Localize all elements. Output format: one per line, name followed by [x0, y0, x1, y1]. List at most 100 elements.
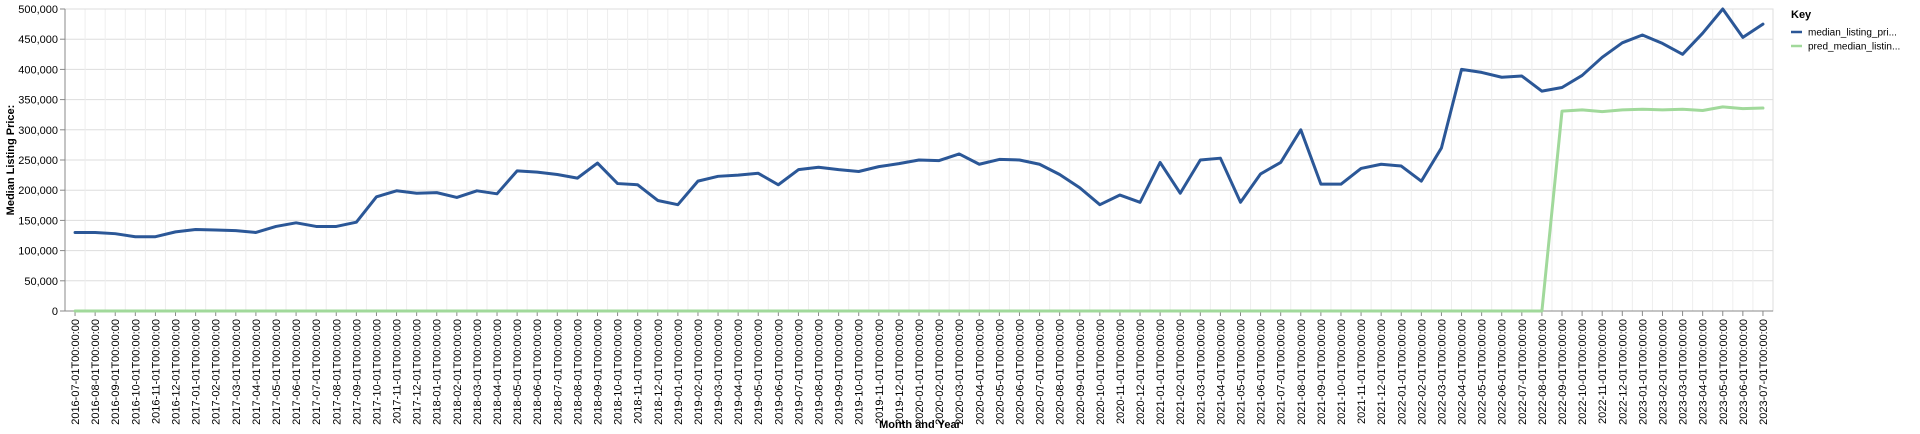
- x-tick-label: 2019-05-01T00:00:00: [753, 319, 765, 425]
- series-line-1: [73, 7, 1765, 239]
- y-tick-label: 50,000: [24, 276, 58, 288]
- x-tick-label: 2021-05-01T00:00:00: [1236, 319, 1248, 425]
- x-tick-label: 2019-04-01T00:00:00: [733, 319, 745, 425]
- x-tick-label: 2020-02-01T00:00:00: [934, 319, 946, 425]
- x-tick-label: 2022-03-01T00:00:00: [1436, 319, 1448, 425]
- x-tick-label: 2018-07-01T00:00:00: [552, 319, 564, 425]
- x-tick-label: 2020-08-01T00:00:00: [1055, 319, 1067, 425]
- x-tick-label: 2017-07-01T00:00:00: [311, 319, 323, 425]
- x-tick-label: 2023-01-01T00:00:00: [1637, 319, 1649, 425]
- x-tick-label: 2022-11-01T00:00:00: [1597, 319, 1609, 424]
- x-tick-label: 2016-09-01T00:00:00: [110, 319, 122, 425]
- x-tick-label: 2020-12-01T00:00:00: [1135, 319, 1147, 425]
- y-tick-label: 350,000: [18, 95, 58, 107]
- y-tick-label: 450,000: [18, 34, 58, 46]
- x-tick-label: 2020-09-01T00:00:00: [1075, 319, 1087, 425]
- x-tick-label: 2021-11-01T00:00:00: [1356, 319, 1368, 424]
- x-tick-label: 2019-10-01T00:00:00: [854, 319, 866, 425]
- x-tick-label: 2019-01-01T00:00:00: [673, 319, 685, 425]
- x-tick-label: 2022-04-01T00:00:00: [1457, 319, 1469, 425]
- x-tick-label: 2020-01-01T00:00:00: [914, 319, 926, 425]
- legend-label: pred_median_listin...: [1808, 42, 1900, 53]
- x-tick-label: 2018-10-01T00:00:00: [613, 319, 625, 425]
- x-tick-label: 2020-05-01T00:00:00: [994, 319, 1006, 425]
- x-tick-label: 2017-12-01T00:00:00: [412, 319, 424, 425]
- x-tick-label: 2022-02-01T00:00:00: [1416, 319, 1428, 425]
- x-tick-label: 2018-09-01T00:00:00: [592, 319, 604, 425]
- x-tick-label: 2021-04-01T00:00:00: [1215, 319, 1227, 425]
- x-tick-label: 2017-06-01T00:00:00: [291, 319, 303, 425]
- y-tick-label: 250,000: [18, 155, 58, 167]
- series-lines: [73, 7, 1765, 313]
- x-tick-label: 2017-01-01T00:00:00: [191, 319, 203, 425]
- x-tick-label: 2017-04-01T00:00:00: [251, 319, 263, 425]
- y-axis: 0 50,000 100,000 150,000 200,000 250,000 300,0…: [18, 4, 65, 318]
- legend: Key median_listing_pri... pred_median_lis…: [1791, 9, 1900, 53]
- x-tick-label: 2021-03-01T00:00:00: [1195, 319, 1207, 425]
- x-tick-label: 2019-06-01T00:00:00: [773, 319, 785, 425]
- x-tick-label: 2023-04-01T00:00:00: [1698, 319, 1710, 425]
- x-tick-label: 2017-09-01T00:00:00: [351, 319, 363, 425]
- x-tick-label: 2018-01-01T00:00:00: [432, 319, 444, 425]
- x-tick-label: 2018-02-01T00:00:00: [452, 319, 464, 425]
- x-tick-label: 2021-10-01T00:00:00: [1336, 319, 1348, 425]
- x-tick-label: 2019-09-01T00:00:00: [834, 319, 846, 425]
- legend-label: median_listing_pri...: [1808, 28, 1897, 39]
- x-tick-label: 2021-07-01T00:00:00: [1276, 319, 1288, 425]
- y-axis-title: Median Listing Price:: [5, 105, 17, 216]
- y-tick-label: 400,000: [18, 64, 58, 76]
- x-tick-label: 2016-07-01T00:00:00: [70, 319, 82, 425]
- x-tick-label: 2018-05-01T00:00:00: [512, 319, 524, 425]
- x-tick-label: 2016-08-01T00:00:00: [90, 319, 102, 425]
- y-tick-label: 150,000: [18, 215, 58, 227]
- series-line-2: [73, 105, 1765, 313]
- x-tick-label: 2018-11-01T00:00:00: [633, 319, 645, 424]
- x-tick-label: 2023-06-01T00:00:00: [1738, 319, 1750, 425]
- x-tick-label: 2022-09-01T00:00:00: [1557, 319, 1569, 425]
- x-tick-label: 2018-12-01T00:00:00: [653, 319, 665, 425]
- x-tick-label: 2021-09-01T00:00:00: [1316, 319, 1328, 425]
- x-tick-label: 2020-10-01T00:00:00: [1095, 319, 1107, 425]
- x-tick-label: 2016-10-01T00:00:00: [130, 319, 142, 425]
- x-tick-label: 2021-12-01T00:00:00: [1376, 319, 1388, 425]
- x-tick-label: 2016-11-01T00:00:00: [150, 319, 162, 424]
- x-tick-label: 2022-10-01T00:00:00: [1577, 319, 1589, 425]
- x-tick-label: 2020-04-01T00:00:00: [974, 319, 986, 425]
- legend-title: Key: [1791, 9, 1812, 21]
- x-tick-label: 2022-08-01T00:00:00: [1537, 319, 1549, 425]
- x-tick-label: 2017-03-01T00:00:00: [231, 319, 243, 425]
- x-tick-label: 2017-05-01T00:00:00: [271, 319, 283, 425]
- x-tick-label: 2019-08-01T00:00:00: [814, 319, 826, 425]
- x-tick-label: 2017-10-01T00:00:00: [371, 319, 383, 425]
- y-tick-label: 0: [52, 306, 58, 318]
- x-tick-label: 2016-12-01T00:00:00: [171, 319, 183, 425]
- x-tick-label: 2021-08-01T00:00:00: [1296, 319, 1308, 425]
- x-tick-label: 2022-06-01T00:00:00: [1497, 319, 1509, 425]
- y-tick-label: 100,000: [18, 246, 58, 258]
- x-tick-label: 2018-04-01T00:00:00: [492, 319, 504, 425]
- x-tick-label: 2019-02-01T00:00:00: [693, 319, 705, 425]
- x-tick-label: 2018-08-01T00:00:00: [572, 319, 584, 425]
- x-axis: 2016-07-01T00:00:00 2016-08-01T00:00:00 20…: [70, 311, 1770, 425]
- x-tick-label: 2022-01-01T00:00:00: [1396, 319, 1408, 425]
- x-tick-label: 2023-05-01T00:00:00: [1718, 319, 1730, 425]
- x-tick-label: 2022-05-01T00:00:00: [1477, 319, 1489, 425]
- x-tick-label: 2019-11-01T00:00:00: [874, 319, 886, 424]
- y-tick-label: 500,000: [18, 4, 58, 16]
- x-tick-label: 2020-06-01T00:00:00: [1014, 319, 1026, 425]
- x-tick-label: 2017-11-01T00:00:00: [392, 319, 404, 424]
- x-tick-label: 2022-07-01T00:00:00: [1517, 319, 1529, 425]
- x-tick-label: 2018-03-01T00:00:00: [472, 319, 484, 425]
- x-tick-label: 2022-12-01T00:00:00: [1617, 319, 1629, 425]
- x-tick-label: 2023-02-01T00:00:00: [1657, 319, 1669, 425]
- y-tick-label: 200,000: [18, 185, 58, 197]
- x-tick-label: 2021-02-01T00:00:00: [1175, 319, 1187, 425]
- x-tick-label: 2020-11-01T00:00:00: [1115, 319, 1127, 424]
- x-tick-label: 2018-06-01T00:00:00: [532, 319, 544, 425]
- x-tick-label: 2017-02-01T00:00:00: [211, 319, 223, 425]
- x-tick-label: 2023-07-01T00:00:00: [1758, 319, 1770, 425]
- x-tick-label: 2023-03-01T00:00:00: [1678, 319, 1690, 425]
- x-tick-label: 2020-07-01T00:00:00: [1035, 319, 1047, 425]
- x-tick-label: 2020-03-01T00:00:00: [954, 319, 966, 425]
